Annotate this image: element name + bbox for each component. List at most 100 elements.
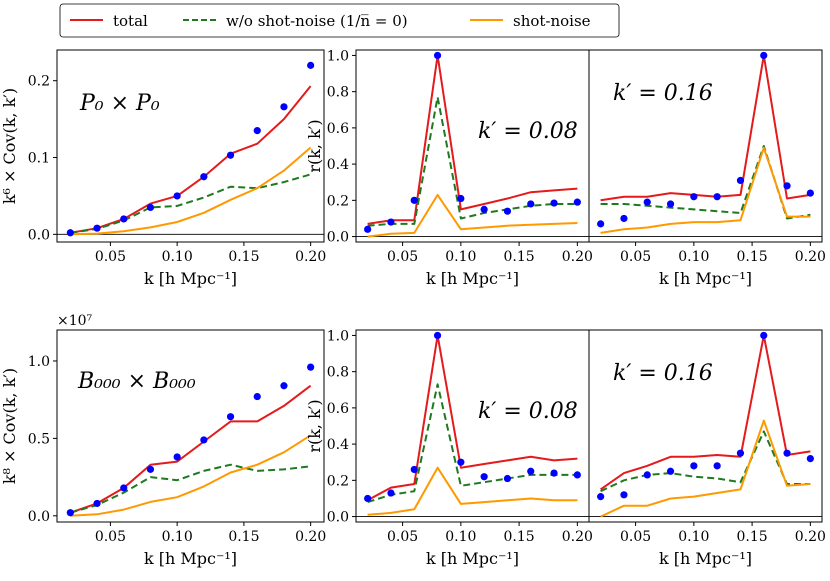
- data-point: [173, 192, 181, 200]
- data-point: [643, 198, 651, 206]
- data-point: [387, 489, 395, 497]
- axes-frame: [588, 49, 823, 243]
- data-point: [433, 51, 442, 60]
- x-tick-label: 0.20: [795, 529, 826, 545]
- y-tick-label: 0.0: [327, 230, 349, 246]
- data-point: [736, 176, 745, 185]
- panel-b000-correlation-k008: 0.05 0.10 0.15 0.20 0.0 0.2 0.4 0.6 0.8 1.0 k [h M…: [305, 328, 593, 568]
- panel-p0-correlation-k016: 0.05 0.10 0.15 0.20 k [h Mpc⁻¹] k′ = 0.16: [588, 49, 826, 288]
- data-point: [226, 413, 235, 421]
- data-point: [597, 493, 605, 501]
- data-point: [120, 484, 128, 492]
- data-point: [146, 203, 155, 212]
- data-point: [410, 196, 418, 204]
- data-point: [760, 51, 768, 60]
- data-point: [550, 199, 558, 207]
- y-tick-label: 0.2: [28, 74, 50, 90]
- x-tick-label: 0.20: [562, 249, 593, 265]
- y-tick-label: 1.0: [28, 354, 50, 370]
- axes-frame: [588, 329, 823, 523]
- series-line-1: [600, 145, 811, 220]
- series-line-0: [367, 334, 578, 502]
- y-tick-label: 0.8: [327, 365, 349, 381]
- series-line-1: [70, 173, 311, 234]
- panel-label: k′ = 0.16: [613, 361, 713, 386]
- data-point: [307, 363, 315, 371]
- series-line-2: [600, 419, 811, 518]
- x-tick-label: 0.20: [295, 249, 326, 265]
- y-tick-label: 1.0: [327, 328, 349, 344]
- y-tick-label: 0.5: [28, 431, 50, 447]
- data-point: [280, 103, 288, 111]
- series-line-1: [367, 96, 578, 227]
- data-point: [66, 509, 74, 517]
- panel-label: P₀ × P₀: [79, 91, 160, 116]
- x-tick-label: 0.10: [445, 529, 476, 545]
- data-point: [783, 182, 791, 190]
- x-tick-label: 0.05: [387, 529, 418, 545]
- x-axis-label: k [h Mpc⁻¹]: [144, 269, 237, 288]
- data-point: [527, 467, 535, 475]
- y-tick-label: 0.2: [327, 473, 349, 489]
- data-point: [457, 194, 465, 203]
- data-point: [200, 173, 208, 181]
- panel-b000-covariance: 0.05 0.10 0.15 0.20 0.0 0.5 1.0 k [h Mpc⁻¹] k⁸ ×…: [0, 313, 326, 568]
- data-point: [480, 205, 488, 213]
- axes-frame: [56, 329, 325, 523]
- x-tick-label: 0.20: [795, 249, 826, 265]
- data-point: [806, 455, 814, 463]
- legend-noshot-label: w/o shot-noise (1/n̅ = 0): [226, 12, 408, 30]
- panel-p0-correlation-k008: 0.05 0.10 0.15 0.20 0.0 0.2 0.4 0.6 0.8 1.0 k [h M…: [305, 48, 593, 288]
- series-line-1: [367, 383, 578, 504]
- y-tick-label: 0.2: [327, 193, 349, 209]
- y-tick-label: 0.8: [327, 85, 349, 101]
- x-axis-label: k [h Mpc⁻¹]: [659, 549, 752, 568]
- data-point: [573, 198, 581, 206]
- series-line-1: [70, 463, 311, 514]
- data-point: [200, 436, 208, 444]
- y-tick-label: 0.0: [28, 227, 50, 243]
- x-tick-label: 0.05: [620, 249, 651, 265]
- y-axis-label: k⁸ × Cov(k, k′): [0, 368, 19, 484]
- legend: total w/o shot-noise (1/n̅ = 0) shot-noi…: [59, 3, 620, 38]
- data-point: [93, 224, 101, 232]
- data-point: [527, 200, 535, 208]
- data-point: [690, 462, 698, 470]
- x-tick-label: 0.10: [162, 529, 193, 545]
- data-point: [620, 214, 628, 223]
- x-axis-label: k [h Mpc⁻¹]: [426, 549, 519, 568]
- data-point: [713, 462, 721, 470]
- data-point: [666, 467, 675, 475]
- y-tick-label: 0.0: [28, 509, 50, 525]
- data-point: [736, 449, 745, 457]
- series-line-2: [70, 146, 312, 236]
- data-point: [713, 193, 721, 201]
- y-axis-label: r(k, k′): [305, 119, 324, 172]
- data-point: [253, 392, 261, 401]
- series-line-0: [600, 334, 811, 491]
- x-tick-label: 0.15: [737, 249, 768, 265]
- x-tick-label: 0.15: [737, 529, 768, 545]
- series-line-0: [70, 85, 312, 234]
- x-tick-label: 0.10: [445, 249, 476, 265]
- data-point: [503, 207, 512, 215]
- legend-box: [59, 3, 620, 38]
- x-tick-label: 0.10: [678, 249, 709, 265]
- y-axis-label: k⁶ × Cov(k, k′): [0, 88, 19, 204]
- series-line-2: [367, 193, 578, 238]
- data-point: [66, 229, 74, 237]
- x-tick-label: 0.15: [228, 529, 259, 545]
- data-point: [690, 193, 698, 201]
- data-point: [550, 469, 558, 477]
- data-point: [620, 491, 628, 499]
- x-tick-label: 0.20: [562, 529, 593, 545]
- x-tick-label: 0.05: [387, 249, 418, 265]
- panel-p0-covariance: 0.05 0.10 0.15 0.20 0.0 0.1 0.2 k [h Mpc⁻¹] k⁶ ×…: [0, 49, 326, 288]
- y-tick-label: 1.0: [327, 48, 349, 64]
- data-point: [783, 449, 791, 457]
- y-axis-label: r(k, k′): [305, 399, 324, 452]
- data-point: [387, 218, 395, 226]
- data-point: [364, 225, 372, 233]
- data-point: [666, 200, 675, 208]
- x-tick-label: 0.05: [95, 529, 126, 545]
